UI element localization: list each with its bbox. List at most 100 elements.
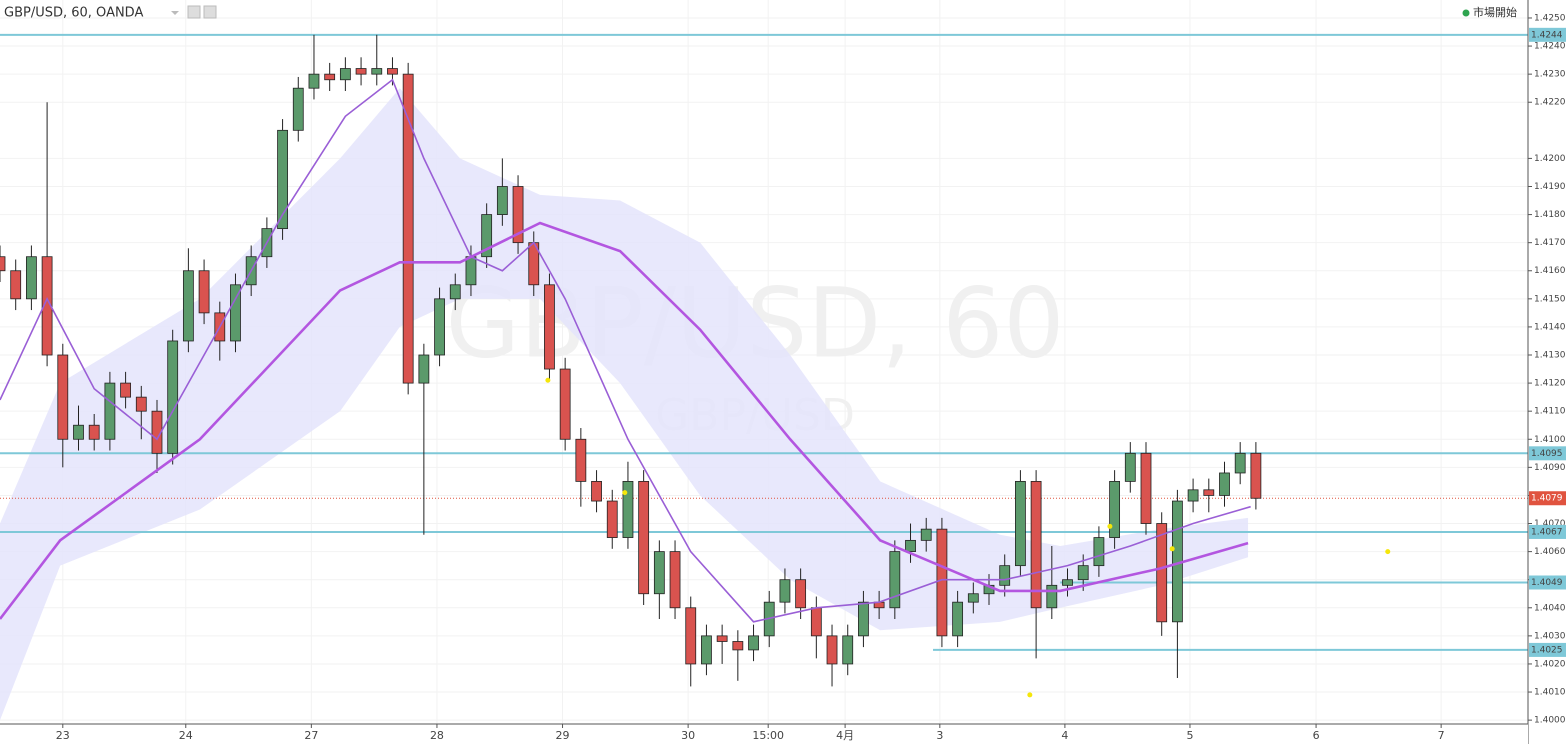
candle-body [622, 480, 634, 538]
candle-body [277, 129, 288, 230]
candle-body [402, 73, 414, 384]
candle-body [1093, 537, 1105, 567]
candle-body [905, 539, 916, 553]
x-tick-label: 23 [56, 729, 70, 742]
dropdown-icon[interactable] [171, 11, 179, 15]
candle-body [73, 424, 84, 440]
moving-average [0, 78, 1251, 623]
candle-body [418, 354, 430, 384]
y-tick-label: 1.4160 [1534, 266, 1566, 276]
candle-body [779, 579, 791, 603]
candle-body [57, 354, 69, 440]
level-label-bg [1529, 575, 1566, 590]
candle-body [465, 256, 477, 286]
signal-marker [622, 490, 628, 496]
last-price-label: 1.4079 [1531, 494, 1563, 504]
candle-body [999, 565, 1011, 586]
y-tick-label: 1.4190 [1534, 182, 1566, 192]
candle-body [371, 68, 383, 75]
candle-body [1015, 480, 1026, 567]
candle-body [889, 551, 901, 609]
x-tick-label: 3 [936, 729, 943, 742]
y-tick-label: 1.4060 [1534, 547, 1566, 557]
band [0, 88, 1249, 721]
candle-body [1046, 584, 1058, 609]
y-tick-label: 1.4040 [1534, 603, 1566, 613]
candle-body [1077, 565, 1089, 581]
y-tick-label: 1.4070 [1534, 519, 1566, 529]
y-tick-label: 1.4200 [1534, 154, 1566, 164]
candle-body [685, 607, 697, 665]
y-tick-label: 1.4230 [1534, 70, 1566, 80]
moving-average [0, 221, 1249, 620]
candle-body [716, 635, 728, 642]
candle-body [858, 601, 869, 637]
last-price-label-bg [1529, 491, 1566, 506]
y-tick-label: 1.4130 [1534, 351, 1566, 361]
level-label-bg [1529, 27, 1566, 42]
candle-body [151, 410, 163, 454]
x-tick-label: 24 [179, 729, 193, 742]
candle-body [135, 396, 147, 412]
format-icon[interactable] [203, 5, 217, 19]
x-tick-label: 27 [304, 729, 318, 742]
y-tick-label: 1.4220 [1534, 98, 1566, 108]
candle-body [952, 601, 964, 637]
candle-body [967, 593, 979, 603]
candle-body [653, 551, 665, 595]
candle-body [544, 284, 555, 370]
x-tick-label: 7 [1438, 729, 1445, 742]
candle-body [182, 270, 194, 342]
y-tick-label: 1.4150 [1534, 294, 1566, 304]
candle-body [1234, 452, 1246, 474]
candle-body [748, 635, 759, 651]
y-tick-label: 1.4010 [1534, 688, 1566, 698]
x-tick-label: 4月 [836, 729, 854, 742]
signal-marker [1027, 692, 1033, 698]
candle-body [167, 340, 179, 454]
y-tick-label: 1.4140 [1534, 322, 1566, 332]
candle-body [559, 368, 571, 440]
level-label: 1.4067 [1531, 527, 1563, 537]
signal-marker [1107, 523, 1113, 529]
y-tick-label: 1.4170 [1534, 238, 1566, 248]
candle-body [198, 270, 210, 314]
candle-body [810, 607, 822, 637]
time-axis [0, 724, 1528, 744]
settings-icon[interactable] [187, 5, 201, 19]
candle-body [481, 214, 493, 258]
candle-body [1030, 480, 1042, 609]
candle-body [0, 256, 6, 272]
y-tick-label: 1.4240 [1534, 42, 1566, 52]
status-dot [1462, 9, 1470, 17]
level-label-bg [1529, 642, 1566, 657]
x-tick-label: 4 [1061, 729, 1068, 742]
candle-body [701, 635, 712, 665]
plot-area [0, 33, 1528, 721]
signal-marker [1169, 546, 1175, 552]
candle-body [826, 635, 838, 665]
candle-body [324, 73, 336, 81]
x-tick-label: 6 [1313, 729, 1320, 742]
candle-body [591, 480, 602, 502]
chart-title: GBP/USD, 60, OANDA [4, 6, 143, 21]
y-tick-label: 1.4090 [1534, 463, 1566, 473]
market-status: 市場開始 [1473, 5, 1517, 19]
candle-body [1062, 579, 1073, 586]
x-tick-label: 29 [556, 729, 570, 742]
x-tick-label: 30 [681, 729, 695, 742]
candle-body [606, 500, 618, 538]
candle-body [339, 68, 351, 81]
candle-body [496, 186, 508, 215]
candle-body [449, 284, 461, 300]
y-tick-label: 1.4020 [1534, 659, 1566, 669]
y-tick-label: 1.4030 [1534, 631, 1566, 641]
candle-body [88, 424, 100, 440]
candle-body [355, 68, 367, 75]
candle-body [795, 579, 807, 609]
candle-body [230, 284, 241, 342]
axes: 1.40001.40101.40201.40301.40401.40501.40… [56, 13, 1566, 742]
candle-body [10, 270, 22, 300]
y-tick-label: 1.4110 [1534, 407, 1566, 417]
level-label-bg [1529, 446, 1566, 461]
